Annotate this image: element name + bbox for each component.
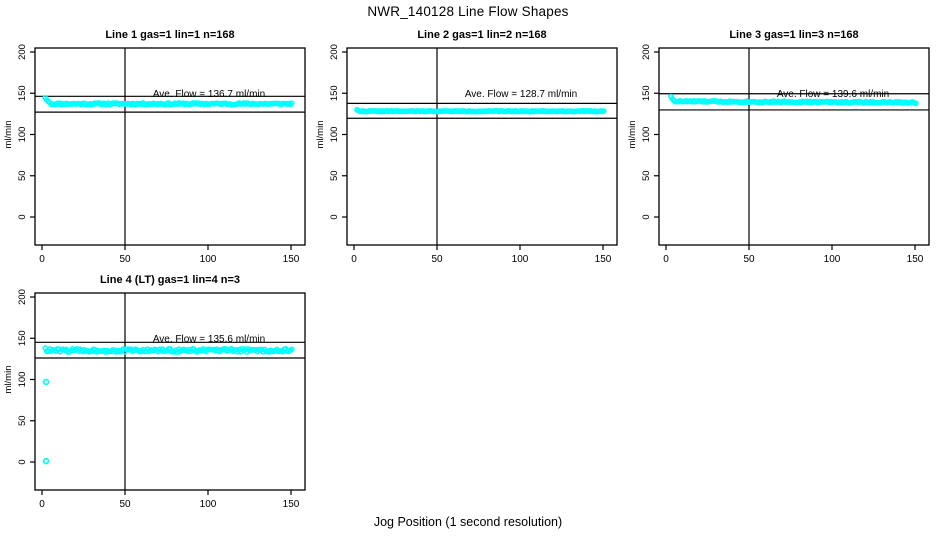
ave-flow-annotation: Ave. Flow = 135.6 ml/min <box>153 334 265 345</box>
x-tick-label: 150 <box>595 254 612 265</box>
x-tick-label: 50 <box>743 254 755 265</box>
plot-box <box>34 47 306 246</box>
y-tick-label: 200 <box>641 44 652 60</box>
x-tick-label: 50 <box>431 254 443 265</box>
data-point <box>288 346 295 353</box>
y-tick-label: 0 <box>329 214 340 219</box>
panel-title: Line 2 gas=1 lin=2 n=168 <box>417 29 546 41</box>
data-point <box>600 108 607 115</box>
y-tick-label: 200 <box>17 44 28 60</box>
panel-line-3: Line 3 gas=1 lin=3 n=168 0 50 100 150 0 50 100 1… <box>624 25 936 270</box>
y-tick-label: 50 <box>17 415 28 426</box>
y-tick-label: 50 <box>17 170 28 181</box>
ave-flow-annotation: Ave. Flow = 128.7 ml/min <box>465 89 577 100</box>
y-axis-title: ml/min <box>3 121 14 149</box>
y-tick-label: 150 <box>17 330 28 346</box>
x-tick-label: 0 <box>39 499 45 510</box>
y-tick-label: 50 <box>329 170 340 181</box>
outlier-data-point <box>42 457 50 465</box>
line-1-chart: Line 1 gas=1 lin=1 n=168 0 50 100 150 0 50 100 1… <box>3 29 306 265</box>
line-2-chart: Line 2 gas=1 lin=2 n=168 0 50 100 150 0 50 100 1… <box>315 29 618 265</box>
y-tick-label: 100 <box>17 127 28 143</box>
y-tick-label: 150 <box>17 85 28 101</box>
y-tick-label: 0 <box>17 459 28 464</box>
y-tick-label: 0 <box>17 214 28 219</box>
x-tick-label: 0 <box>663 254 669 265</box>
y-tick-label: 0 <box>641 214 652 219</box>
line-4-chart: Line 4 (LT) gas=1 lin=4 n=3 0 50 100 150 0 50 1… <box>3 274 306 510</box>
plot-box <box>346 47 618 246</box>
x-tick-label: 100 <box>200 254 217 265</box>
y-tick-label: 50 <box>641 170 652 181</box>
x-tick-label: 100 <box>200 499 217 510</box>
page-title: NWR_140128 Line Flow Shapes <box>367 4 569 19</box>
panel-title: Line 4 (LT) gas=1 lin=4 n=3 <box>100 274 240 286</box>
x-tick-label: 0 <box>39 254 45 265</box>
panel-title: Line 1 gas=1 lin=1 n=168 <box>105 29 234 41</box>
y-axis-title: ml/min <box>3 366 14 394</box>
x-tick-label: 100 <box>824 254 841 265</box>
x-tick-label: 0 <box>351 254 357 265</box>
y-tick-label: 100 <box>17 372 28 388</box>
y-axis-title: ml/min <box>627 121 638 149</box>
x-tick-label: 150 <box>907 254 924 265</box>
y-tick-label: 200 <box>329 44 340 60</box>
y-tick-label: 150 <box>329 85 340 101</box>
y-tick-label: 150 <box>641 85 652 101</box>
x-tick-label: 150 <box>283 499 300 510</box>
y-axis-title: ml/min <box>315 121 326 149</box>
ave-flow-annotation: Ave. Flow = 139.6 ml/min <box>777 89 889 100</box>
x-axis-label: Jog Position (1 second resolution) <box>373 515 563 529</box>
panel-title: Line 3 gas=1 lin=3 n=168 <box>729 29 858 41</box>
x-tick-label: 50 <box>119 254 131 265</box>
data-point <box>288 100 295 107</box>
x-tick-label: 100 <box>512 254 529 265</box>
x-tick-label: 150 <box>283 254 300 265</box>
panel-line-1: Line 1 gas=1 lin=1 n=168 0 50 100 150 0 50 100 1… <box>0 25 312 270</box>
x-tick-label: 50 <box>119 499 131 510</box>
outlier-data-point <box>42 378 50 386</box>
y-tick-label: 100 <box>641 127 652 143</box>
line-3-chart: Line 3 gas=1 lin=3 n=168 0 50 100 150 0 50 100 1… <box>627 29 930 265</box>
y-tick-label: 100 <box>329 127 340 143</box>
data-point <box>912 100 919 107</box>
panel-line-2: Line 2 gas=1 lin=2 n=168 0 50 100 150 0 50 100 1… <box>312 25 624 270</box>
ave-flow-annotation: Ave. Flow = 136.7 ml/min <box>153 89 265 100</box>
plot-box <box>658 47 930 246</box>
panel-line-4: Line 4 (LT) gas=1 lin=4 n=3 0 50 100 150 0 50 1… <box>0 270 312 515</box>
y-tick-label: 200 <box>17 289 28 305</box>
plot-box <box>34 292 306 491</box>
